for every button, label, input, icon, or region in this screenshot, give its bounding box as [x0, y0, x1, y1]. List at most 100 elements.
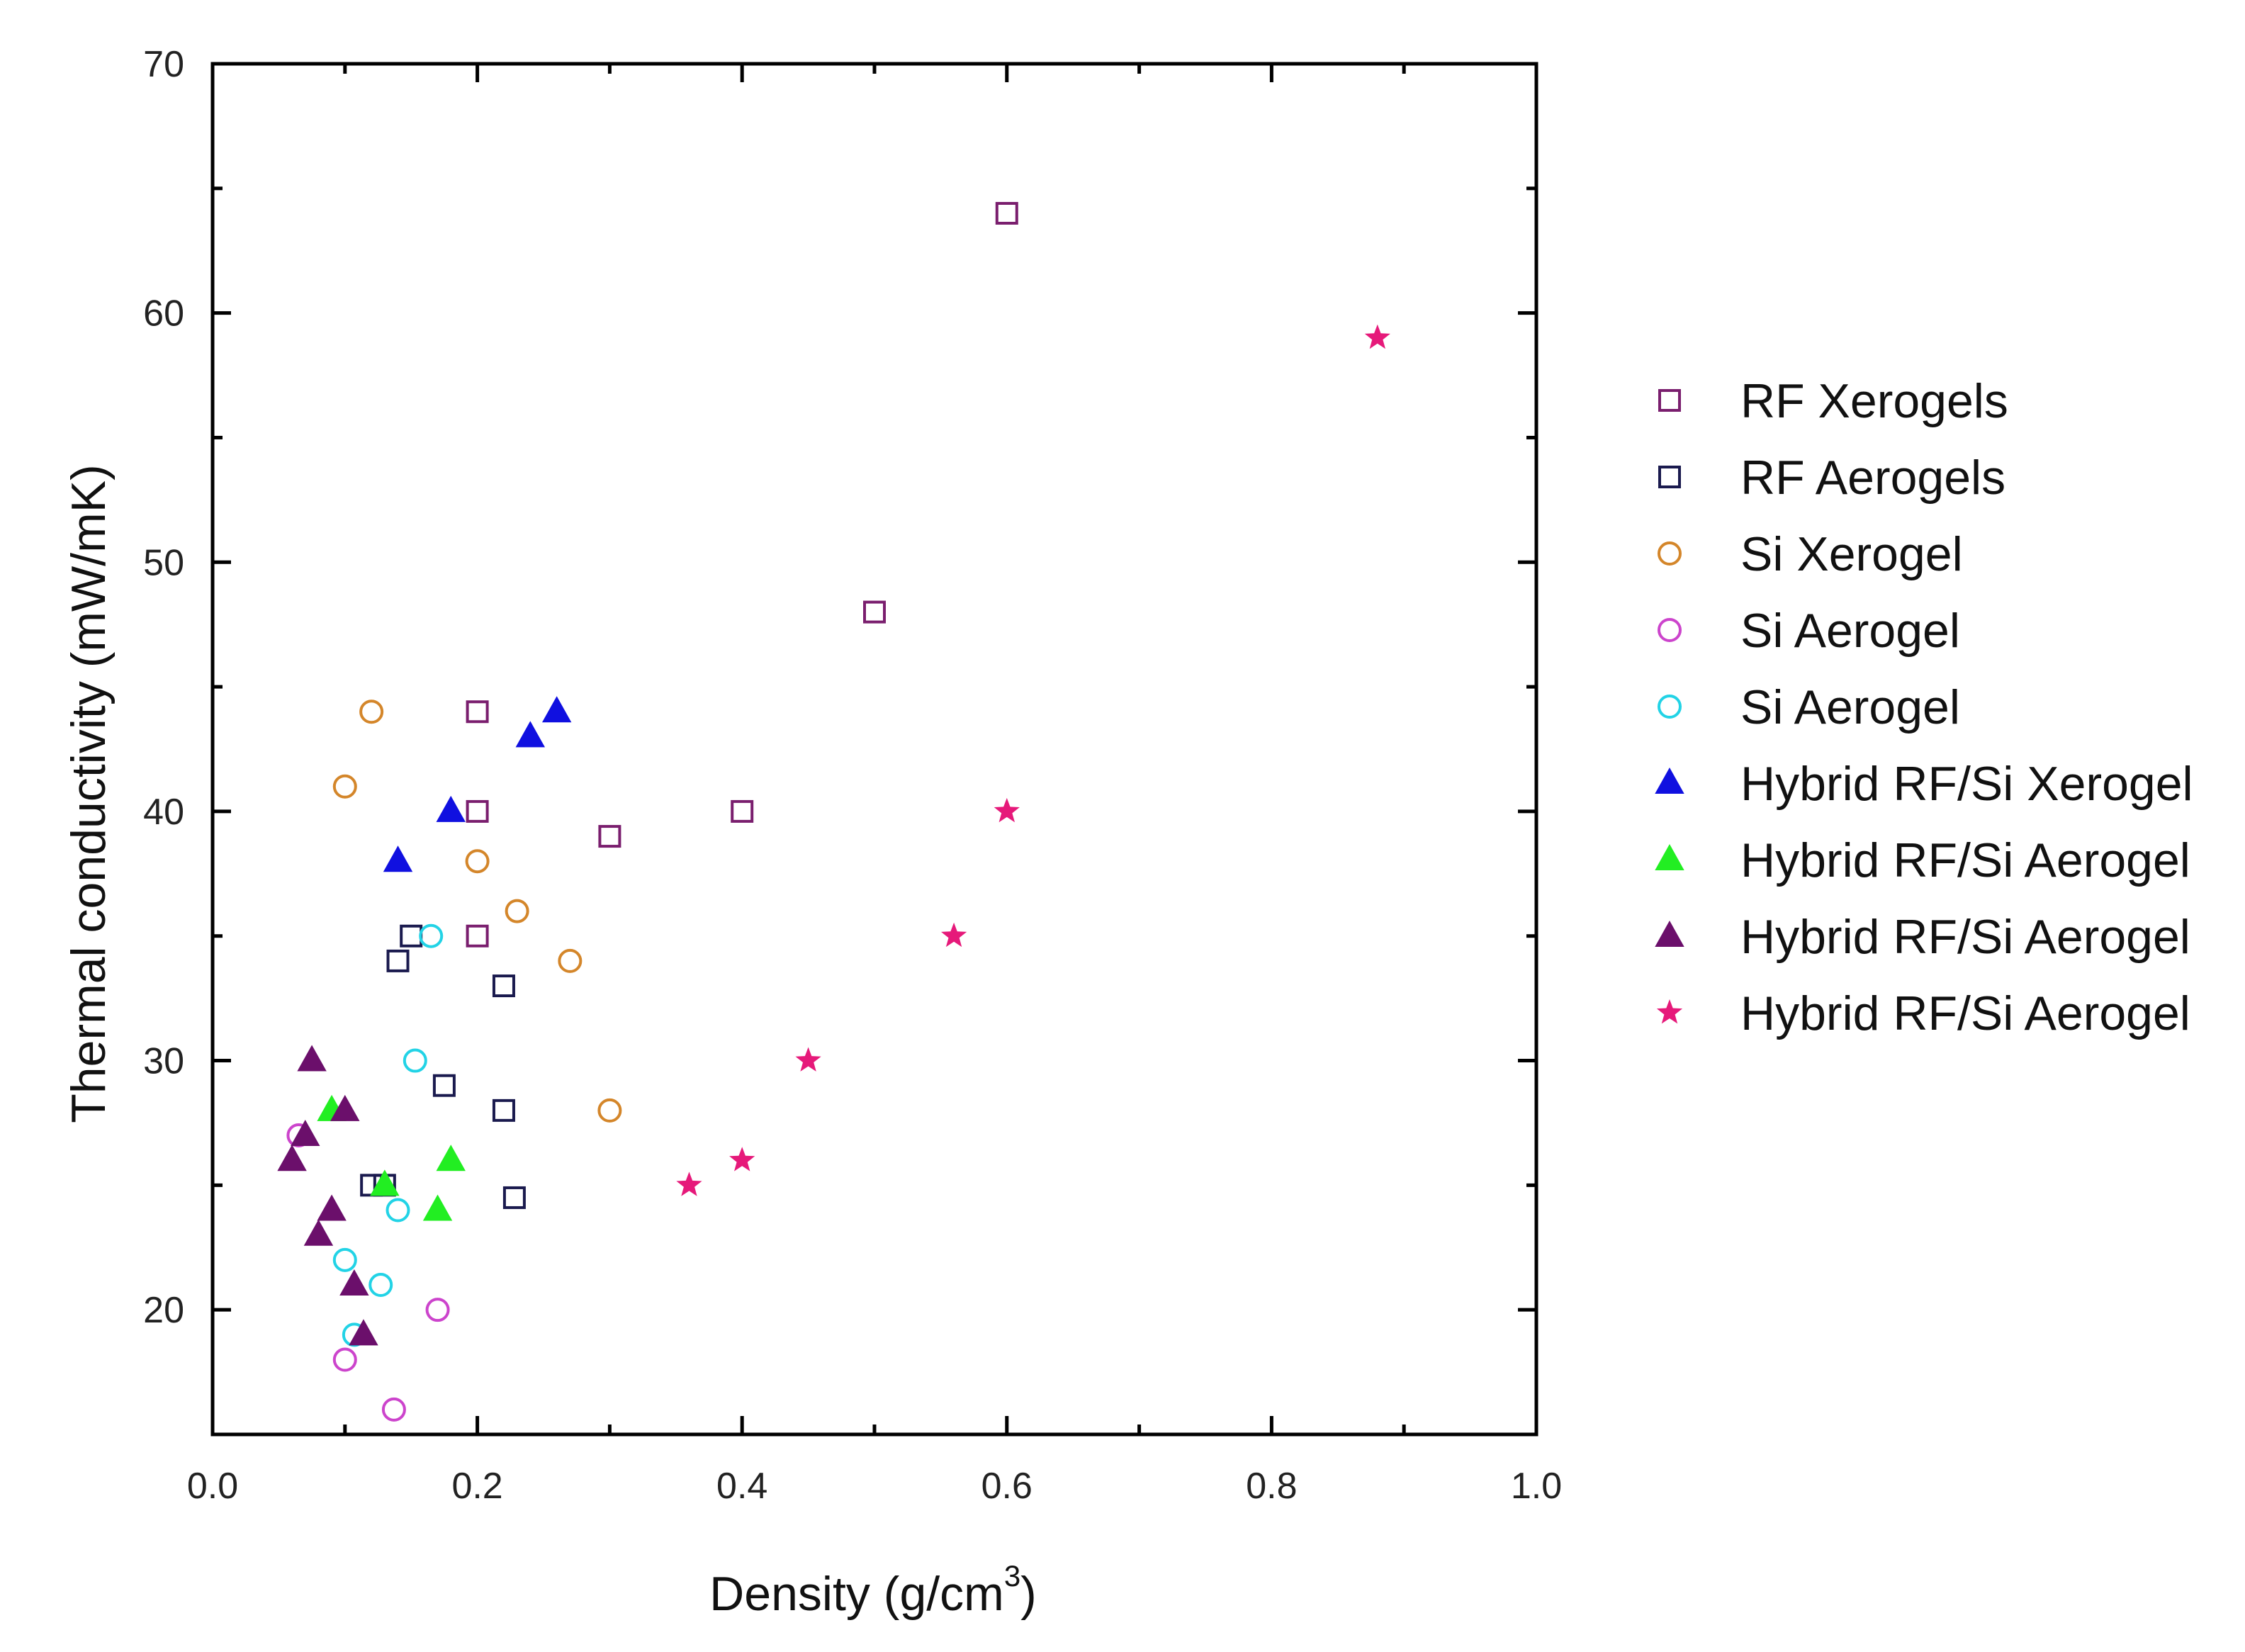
- legend-marker: [1655, 767, 1684, 794]
- x-axis-title-superscript: 3: [1004, 1559, 1020, 1592]
- data-point: [598, 825, 621, 848]
- legend: RF Xerogels RF Aerogels Si Xerogel Si Aerog…: [1655, 374, 2193, 1040]
- data-point: [492, 1098, 515, 1122]
- x-tick-label: 0.8: [1246, 1466, 1297, 1507]
- y-axis-ticks: 20 30 40 50 60 70: [143, 44, 1536, 1331]
- data-point: [332, 774, 357, 799]
- data-point: [505, 899, 529, 923]
- x-tick-label: 0.4: [716, 1466, 767, 1507]
- data-point: [436, 795, 466, 822]
- data-point: [863, 600, 886, 624]
- legend-item: Si Aerogel: [1658, 604, 1960, 658]
- legend-label: Si Aerogel: [1740, 680, 1960, 734]
- legend-label: Hybrid RF/Si Aerogel: [1740, 833, 2190, 887]
- data-point: [1364, 324, 1390, 349]
- data-point: [277, 1145, 307, 1171]
- data-point: [465, 849, 490, 874]
- series-9: [676, 324, 1390, 1196]
- data-point: [558, 948, 583, 973]
- legend-item: Hybrid RF/Si Aerogel: [1655, 910, 2190, 964]
- data-point: [466, 924, 489, 948]
- data-point: [995, 201, 1018, 225]
- legend-label: Si Aerogel: [1740, 604, 1960, 658]
- data-point: [370, 1169, 400, 1196]
- legend-marker: [1658, 466, 1681, 488]
- series-8: [277, 1045, 378, 1346]
- series-2: [360, 924, 526, 1209]
- data-point: [502, 1186, 526, 1209]
- x-tick-label: 0.6: [981, 1466, 1033, 1507]
- data-point: [515, 721, 546, 748]
- legend-label: RF Xerogels: [1740, 374, 2008, 428]
- legend-item: Si Aerogel: [1658, 680, 1960, 734]
- legend-marker: [1656, 999, 1683, 1024]
- legend-label: Hybrid RF/Si Aerogel: [1740, 987, 2190, 1040]
- data-point: [432, 1074, 456, 1097]
- series-7: [317, 1094, 466, 1221]
- data-point: [425, 1298, 450, 1322]
- legend-label: Hybrid RF/Si Aerogel: [1740, 910, 2190, 964]
- data-point: [330, 1094, 360, 1121]
- data-point: [386, 949, 410, 972]
- y-axis-title: Thermal conductivity (mW/mK): [62, 464, 116, 1123]
- legend-item: RF Xerogels: [1658, 374, 2008, 428]
- x-axis-ticks: 0.0 0.2 0.4 0.6 0.8 1.0: [187, 64, 1562, 1507]
- data-point: [795, 1047, 821, 1072]
- data-point: [368, 1273, 393, 1298]
- legend-item: Hybrid RF/Si Xerogel: [1655, 757, 2193, 811]
- data-point: [349, 1319, 378, 1346]
- data-point: [492, 974, 515, 998]
- y-tick-label: 40: [143, 792, 184, 833]
- legend-marker: [1658, 695, 1682, 719]
- data-point: [403, 1048, 427, 1073]
- data-point: [419, 923, 444, 948]
- legend-marker: [1658, 618, 1682, 642]
- series-4: [286, 1123, 450, 1422]
- legend-marker: [1655, 920, 1684, 947]
- data-point: [941, 922, 967, 948]
- data-point: [383, 845, 413, 872]
- y-tick-label: 30: [143, 1041, 184, 1082]
- data-point: [422, 1194, 453, 1221]
- y-tick-label: 20: [143, 1290, 184, 1331]
- x-tick-label: 0.2: [451, 1466, 502, 1507]
- data-point: [400, 924, 423, 948]
- data-points: [277, 201, 1390, 1422]
- data-point: [466, 700, 489, 724]
- data-point: [332, 1247, 357, 1272]
- legend-item: Si Xerogel: [1658, 527, 1963, 581]
- data-point: [291, 1119, 320, 1147]
- data-point: [317, 1194, 347, 1221]
- plot-frame: [210, 62, 1538, 1437]
- y-tick-label: 60: [143, 293, 184, 335]
- legend-label: Hybrid RF/Si Xerogel: [1740, 757, 2193, 811]
- data-point: [339, 1269, 369, 1296]
- data-point: [436, 1145, 466, 1171]
- plot-frame-group: [210, 62, 1538, 1437]
- data-point: [541, 696, 572, 723]
- x-axis-title-close: ): [1020, 1567, 1037, 1621]
- y-tick-label: 70: [143, 44, 184, 85]
- x-axis-title: Density (g/cm3): [709, 1559, 1037, 1621]
- legend-label: Si Xerogel: [1740, 527, 1963, 581]
- data-point: [597, 1098, 622, 1123]
- data-point: [303, 1219, 334, 1246]
- legend-marker: [1658, 389, 1681, 412]
- data-point: [381, 1397, 406, 1422]
- data-point: [332, 1347, 357, 1372]
- data-point: [297, 1045, 327, 1072]
- series-3: [332, 699, 622, 1123]
- series-1: [466, 201, 1018, 948]
- legend-item: Hybrid RF/Si Aerogel: [1656, 987, 2190, 1040]
- data-point: [359, 699, 384, 724]
- legend-item: RF Aerogels: [1658, 451, 2005, 505]
- x-tick-label: 0.0: [187, 1466, 238, 1507]
- data-point: [729, 1147, 755, 1171]
- data-point: [731, 799, 754, 823]
- legend-marker: [1658, 541, 1682, 566]
- legend-label: RF Aerogels: [1740, 451, 2005, 505]
- data-point: [386, 1198, 410, 1223]
- y-tick-label: 50: [143, 542, 184, 583]
- data-point: [994, 797, 1020, 823]
